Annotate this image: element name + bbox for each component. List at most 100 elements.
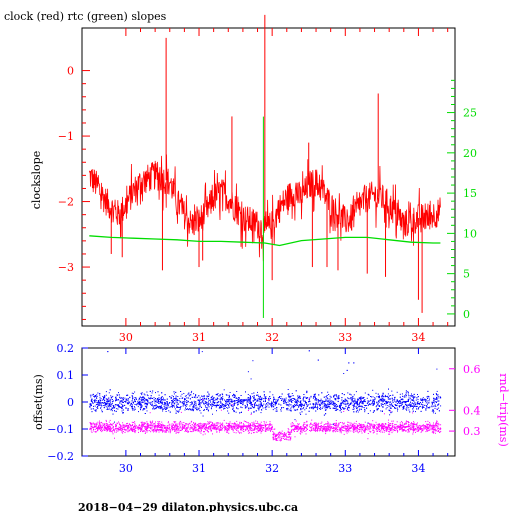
data-point — [265, 421, 267, 423]
data-point — [330, 403, 332, 405]
data-point — [273, 400, 274, 402]
data-point — [324, 409, 326, 411]
data-point — [354, 427, 356, 429]
data-point — [208, 403, 210, 404]
data-point — [190, 392, 192, 394]
data-point — [225, 394, 227, 396]
data-point — [285, 397, 287, 399]
data-point — [360, 425, 362, 427]
data-point — [152, 424, 153, 426]
data-point — [359, 405, 361, 407]
data-point — [247, 398, 249, 400]
data-point — [328, 426, 330, 428]
data-point — [127, 428, 129, 430]
data-point — [99, 425, 101, 427]
data-point — [415, 411, 416, 413]
data-point — [157, 429, 159, 431]
data-point — [96, 403, 98, 405]
data-point — [121, 428, 123, 430]
data-point — [132, 423, 134, 425]
data-point — [204, 433, 206, 435]
data-point — [402, 423, 404, 425]
data-point — [165, 402, 167, 404]
data-point — [141, 405, 143, 406]
data-point — [135, 425, 137, 427]
data-point — [124, 424, 126, 426]
data-point — [181, 425, 183, 427]
data-point — [261, 405, 263, 406]
data-point — [292, 424, 294, 426]
data-point — [346, 428, 348, 430]
data-point — [155, 431, 157, 433]
data-point — [347, 429, 349, 431]
data-point — [274, 435, 276, 437]
data-point — [379, 396, 380, 398]
data-point — [94, 423, 95, 425]
data-point — [162, 430, 164, 432]
data-point — [268, 402, 270, 404]
data-point — [261, 424, 263, 426]
data-point — [259, 398, 261, 400]
data-point — [412, 431, 414, 433]
data-point — [113, 400, 114, 402]
data-point — [384, 425, 386, 427]
data-point — [432, 412, 434, 414]
data-point — [197, 408, 199, 410]
data-point — [408, 391, 409, 393]
data-point — [280, 439, 282, 441]
data-point — [109, 424, 111, 426]
data-point — [359, 430, 361, 432]
data-point — [408, 421, 409, 423]
data-point — [344, 426, 346, 428]
data-point — [356, 425, 358, 427]
data-point — [153, 426, 155, 428]
data-point — [340, 429, 342, 431]
data-point — [190, 428, 192, 430]
data-point — [434, 428, 436, 430]
data-point — [315, 430, 317, 432]
data-point — [109, 419, 111, 421]
data-point — [367, 428, 369, 430]
data-point — [407, 429, 409, 431]
data-point — [428, 425, 430, 427]
data-point — [162, 409, 164, 411]
data-point — [413, 429, 415, 431]
data-point — [129, 430, 131, 432]
data-point — [356, 431, 358, 433]
data-point — [249, 425, 251, 426]
data-point — [166, 430, 167, 432]
data-point — [415, 399, 417, 401]
data-point — [180, 395, 182, 397]
data-point — [193, 426, 195, 428]
data-point — [149, 412, 151, 414]
data-point — [335, 409, 337, 411]
data-point — [127, 400, 129, 402]
data-point — [91, 394, 93, 396]
data-point — [253, 396, 255, 398]
data-point — [132, 425, 133, 426]
data-point — [163, 401, 165, 403]
data-point — [396, 391, 398, 393]
data-point — [140, 401, 142, 403]
data-point — [149, 427, 151, 429]
data-point — [367, 422, 369, 424]
data-point — [373, 399, 375, 401]
data-point — [205, 429, 207, 431]
data-point — [131, 425, 132, 427]
data-point — [327, 421, 329, 423]
data-point — [167, 427, 169, 429]
data-point — [198, 402, 200, 404]
data-point — [238, 424, 240, 426]
data-point — [109, 428, 111, 430]
data-point — [417, 427, 419, 429]
data-point — [263, 422, 265, 424]
data-point — [212, 426, 214, 428]
data-point — [353, 432, 355, 433]
data-point — [243, 429, 244, 430]
data-point — [103, 424, 105, 426]
data-point — [412, 403, 414, 404]
data-point — [433, 424, 435, 426]
data-point — [222, 404, 224, 405]
data-point — [161, 423, 163, 425]
data-point — [273, 438, 275, 440]
